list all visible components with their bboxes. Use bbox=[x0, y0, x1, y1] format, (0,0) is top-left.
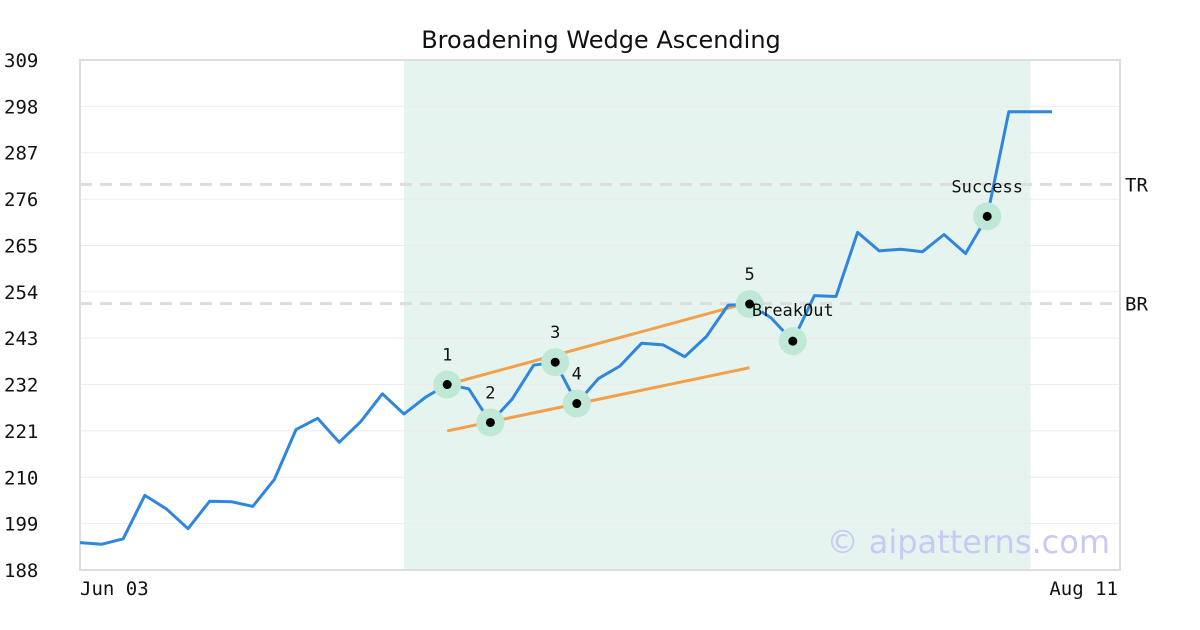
pattern-point-marker-dot bbox=[442, 380, 452, 390]
trend-line bbox=[446, 300, 750, 386]
annotation-marker-dot bbox=[788, 336, 798, 346]
y-tick-label: 276 bbox=[4, 189, 38, 211]
pattern-point-marker-dot bbox=[550, 357, 560, 367]
x-axis-ticks: Jun 03 Aug 11 bbox=[80, 578, 1118, 600]
pattern-point-label: 1 bbox=[442, 346, 452, 366]
pattern-shaded-region bbox=[404, 60, 1031, 570]
pattern-point-label: 2 bbox=[485, 383, 495, 403]
shaded-region-layer bbox=[404, 60, 1031, 570]
annotation-label: BreakOut bbox=[752, 301, 834, 321]
pattern-points-layer: 1 2 3 4 5 bbox=[433, 265, 764, 437]
watermark: © aipatterns.com bbox=[827, 523, 1110, 561]
y-tick-label: 188 bbox=[4, 560, 38, 582]
y-tick-label: 298 bbox=[4, 96, 38, 118]
y-tick-label: 199 bbox=[4, 514, 38, 536]
y-tick-label: 265 bbox=[4, 235, 38, 257]
price-series-line bbox=[79, 110, 1052, 546]
x-tick-label: Aug 11 bbox=[1049, 578, 1118, 600]
y-tick-label: 232 bbox=[4, 375, 38, 397]
chart-title: Broadening Wedge Ascending bbox=[421, 26, 781, 54]
y-tick-label: 243 bbox=[4, 328, 38, 350]
y-tick-label: 254 bbox=[4, 282, 38, 304]
pattern-point-label: 3 bbox=[550, 323, 560, 343]
y-tick-label: 309 bbox=[4, 50, 38, 72]
annotations-layer: BreakOut Success bbox=[752, 177, 1023, 356]
y-tick-label: 221 bbox=[4, 421, 38, 443]
pattern-point-label: 4 bbox=[572, 365, 582, 385]
pattern-point-marker-dot bbox=[572, 399, 582, 409]
pattern-point-marker-dot bbox=[485, 417, 495, 427]
x-tick-label: Jun 03 bbox=[80, 578, 149, 600]
y-tick-label: 287 bbox=[4, 143, 38, 165]
level-layer: TR BR bbox=[80, 174, 1148, 316]
y-tick-label: 210 bbox=[4, 467, 38, 489]
annotation-label: Success bbox=[951, 177, 1023, 197]
pattern-point-label: 5 bbox=[744, 265, 754, 285]
price-line-layer bbox=[79, 110, 1052, 546]
level-label: BR bbox=[1125, 294, 1148, 316]
annotation-marker-dot bbox=[982, 211, 992, 221]
y-axis-ticks: 188 199 210 221 232 243 254 265 276 287 298 309 bbox=[4, 50, 38, 582]
level-label: TR bbox=[1125, 174, 1148, 196]
pattern-point-marker-dot bbox=[745, 299, 755, 309]
plot-frame bbox=[79, 59, 1121, 571]
